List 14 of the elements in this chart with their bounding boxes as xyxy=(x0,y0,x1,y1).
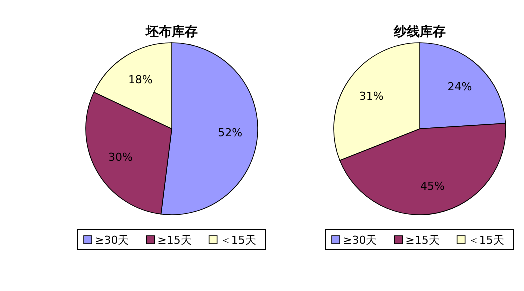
legend-label: ≥15天 xyxy=(406,234,440,247)
data-label: 24% xyxy=(448,80,472,94)
data-label: 31% xyxy=(359,90,384,104)
legend-label: ≥15天 xyxy=(158,234,192,247)
data-label: 45% xyxy=(420,180,445,194)
legend-label: ≥30天 xyxy=(95,234,130,247)
data-label: 18% xyxy=(128,74,153,87)
legend-label: ＜15天 xyxy=(220,234,256,247)
data-label: 52% xyxy=(218,126,243,140)
chart-title: 坯布库存 xyxy=(145,24,198,40)
data-label: 30% xyxy=(108,151,133,164)
legend-label: ≥30天 xyxy=(343,234,378,247)
chart-title: 纱线库存 xyxy=(393,24,446,40)
legend-label: ＜15天 xyxy=(468,234,504,247)
